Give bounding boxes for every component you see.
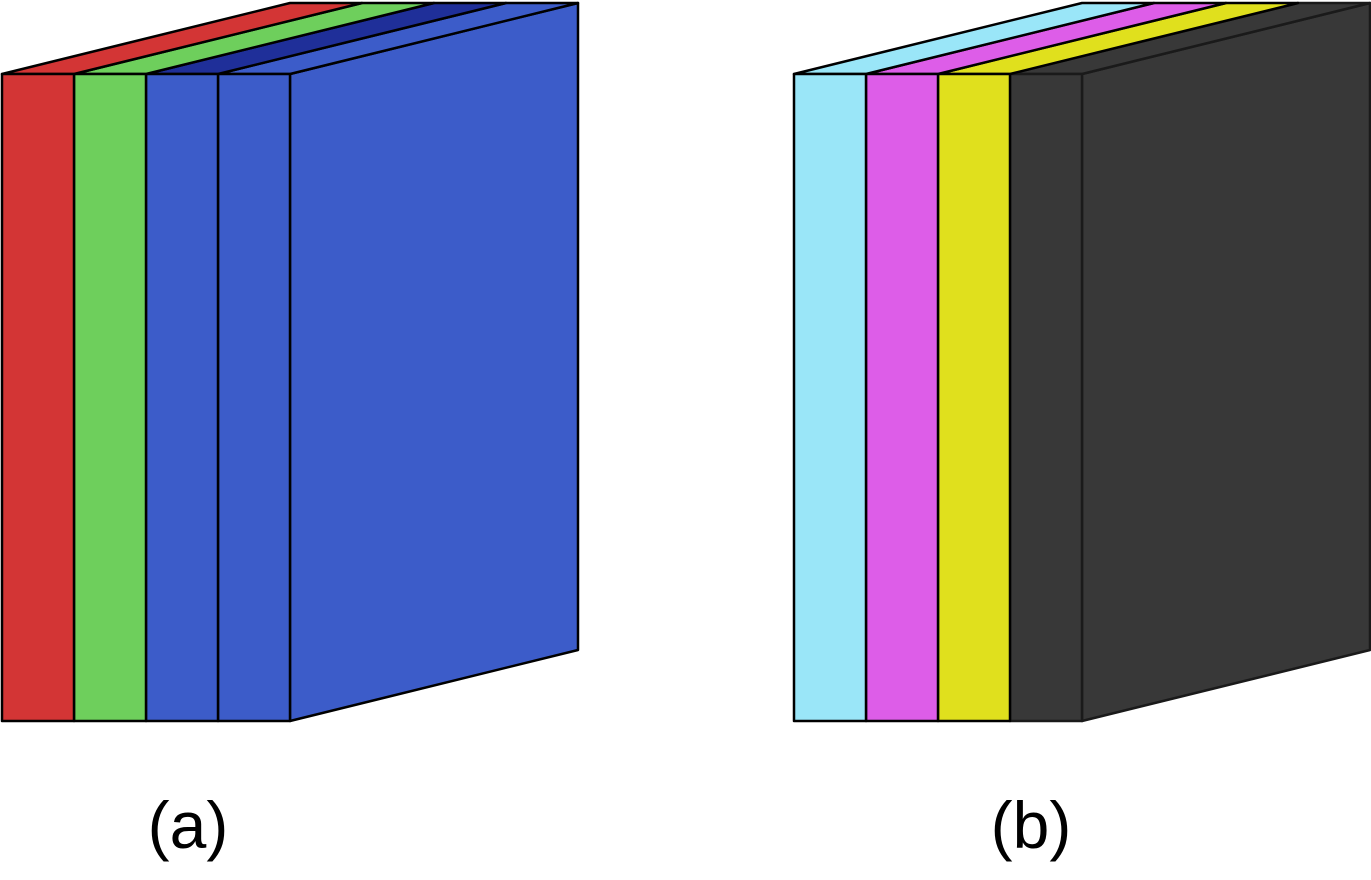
panel-a-block-face	[216, 72, 292, 723]
panel-b-stack	[792, 1, 1371, 723]
panel-b-block-side	[1080, 1, 1371, 723]
panel-a-block-side	[288, 1, 580, 723]
panel-a-stack	[0, 1, 580, 723]
panel-b-channel-2-face	[864, 72, 940, 723]
panel-a-channel-3-face	[144, 72, 220, 723]
panel-b-channel-1-face	[792, 72, 868, 723]
panel-a-channel-2-face	[72, 72, 148, 723]
caption-b: (b)	[990, 788, 1072, 862]
panel-a-channel-1-face	[0, 72, 76, 723]
panel-b-block-face	[1008, 72, 1084, 723]
caption-a: (a)	[147, 788, 229, 862]
panel-b-channel-3-face	[936, 72, 1012, 723]
